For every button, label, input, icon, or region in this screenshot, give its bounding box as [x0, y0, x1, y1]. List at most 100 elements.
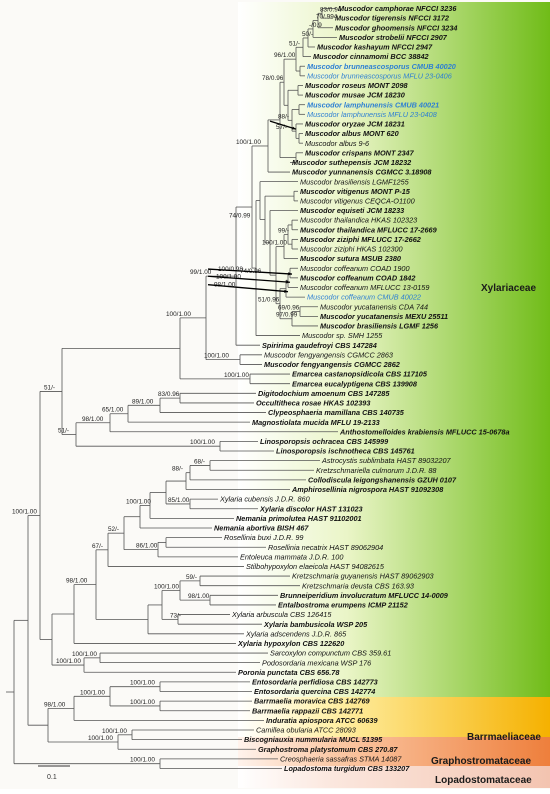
family-band-xylariaceae [238, 2, 550, 697]
taxon-label: Muscodor vitigenus MONT P-15 [300, 187, 411, 196]
taxon-label: Nemania abortiva BISH 467 [214, 524, 309, 533]
support-value: 100/1.00 [154, 584, 179, 591]
support-value: 78/0.96 [262, 75, 284, 82]
taxon-label: Graphostroma platystomum CBS 270.87 [258, 745, 398, 754]
support-value: 51/0.96 [258, 297, 280, 304]
support-value: 88/- [278, 113, 289, 120]
support-value: 100/1.00 [130, 680, 155, 687]
taxon-label: Xylaria cubensis J.D.R. 860 [219, 495, 310, 504]
taxon-label: Xylaria hypoxylon CBS 122620 [237, 639, 344, 648]
support-value: 100/1.00 [130, 757, 155, 764]
support-value: 73/- [170, 612, 181, 619]
taxon-label: Barrmaelia moravica CBS 142769 [254, 697, 371, 706]
support-value: 98/1.00 [66, 578, 88, 585]
taxon-label: Amphirosellinia nigrospora HAST 91092308 [291, 485, 444, 494]
support-value: 96/1.00 [274, 52, 296, 59]
taxon-label: Kretzschmaria guyanensis HAST 89062903 [292, 572, 434, 581]
taxon-label: Muscodor brasiliensis LGMF1255 [300, 177, 410, 186]
support-value: 70/.994 [316, 14, 338, 21]
taxon-label: Muscodor roseus MONT 2098 [305, 81, 409, 90]
taxon-label: Xylaria adscendens J.D.R. 865 [245, 629, 347, 638]
family-band-graphostromataceae [238, 737, 550, 766]
family-label-lopadostomataceae: Lopadostomataceae [435, 775, 532, 786]
support-value: 100/1.00 [126, 498, 151, 505]
support-value: 100/1.00 [166, 311, 191, 318]
support-value: 100/1.00 [56, 658, 81, 665]
taxon-label: Occultitheca rosae HKAS 102393 [256, 399, 370, 408]
support-value: 100/1.00 [236, 139, 261, 146]
taxon-label: Muscodor tigerensis NFCCI 3172 [335, 14, 449, 23]
support-value: 98/1.00 [188, 593, 210, 600]
support-value: 74/0.99 [229, 212, 251, 219]
support-value: 98/1.00 [214, 282, 236, 289]
support-value: 51/- [58, 427, 69, 434]
taxon-label: Lopadostoma turgidum CBS 133207 [284, 764, 410, 773]
taxon-label: Muscodor sutura MSUB 2380 [300, 254, 401, 263]
taxon-label: Muscodor coffeanum COAD 1900 [300, 264, 410, 273]
taxon-label: Digitodochium amoenum CBS 147285 [258, 389, 390, 398]
taxon-label: Nemania primolutea HAST 91102001 [236, 514, 362, 523]
taxon-label: Muscodor albus 9-6 [305, 139, 370, 148]
annotation-arrowhead [284, 289, 288, 293]
annotation-arrowhead [288, 272, 292, 276]
support-value: 100/1.00 [72, 651, 97, 658]
family-band-lopadostomataceae [238, 766, 550, 788]
taxon-label: Emarcea eucalyptigena CBS 139908 [292, 379, 418, 388]
support-values: 83/0.9470/.994-/0.950/-51/-96/1.0057/-88… [12, 6, 342, 763]
support-value: 88/- [172, 466, 183, 473]
taxon-label: Biscogniauxia nummularia MUCL 51395 [244, 735, 383, 744]
support-value: 57/- [276, 124, 287, 131]
taxon-label: Emarcea castanopsidicola CBS 117105 [292, 370, 428, 379]
taxon-label: Muscodor brasiliensis LGMF 1256 [320, 322, 439, 331]
taxon-label: Muscodor coffeanum COAD 1842 [300, 273, 415, 282]
taxon-label: Muscodor camphorae NFCCI 3236 [338, 4, 457, 13]
support-value: 99/- [278, 228, 289, 235]
taxon-label: Kretzschmariella culmorum J.D.R. 88 [316, 466, 437, 475]
taxon-label: Barrmaelia rappazii CBS 142771 [252, 706, 363, 715]
support-value: 100/1.00 [216, 273, 241, 280]
scale-bar-label: 0.1 [47, 774, 57, 781]
taxon-label: Muscodor strobelii NFCCI 2907 [339, 33, 448, 42]
taxon-label: Muscodor yucatanensis CDA 744 [320, 302, 428, 311]
support-value: 59/- [186, 574, 197, 581]
support-value: 51/- [44, 384, 55, 391]
taxon-label: Xylaria bambusicola WSP 205 [263, 620, 368, 629]
support-value: 65/1.00 [102, 407, 124, 414]
family-label-barrmaeliaceae: Barrmaeliaceae [467, 732, 541, 743]
taxon-label: Muscodor brunneascosporus MFLU 23-0406 [307, 71, 453, 80]
taxon-label: Anthostomelloides krabiensis MFLUCC 15-0… [339, 427, 510, 436]
support-value: 100/1.00 [224, 372, 249, 379]
taxon-label: Xylaria discolor HAST 131023 [259, 504, 363, 513]
taxon-label: Muscodor sp. SMH 1255 [302, 331, 383, 340]
support-value: 100/1.00 [12, 508, 37, 515]
support-value: 100/1.00 [262, 240, 287, 247]
taxon-label: Muscodor coffeanum CMUB 40022 [307, 293, 421, 302]
taxon-label: Entosordaria quercina CBS 142774 [254, 687, 375, 696]
support-value: 100/1.00 [102, 728, 127, 735]
support-value: 100/1.00 [88, 735, 113, 742]
taxon-label: Spiririma gaudefroyi CBS 147284 [262, 341, 377, 350]
support-value: 97/0.99 [276, 312, 298, 319]
taxon-label: Muscodor ziziphi MFLUCC 17-2662 [300, 235, 421, 244]
taxon-label: Muscodor cinnamomi BCC 38842 [313, 52, 429, 61]
support-value: 89/1.00 [132, 398, 154, 405]
annotation-arrowhead [286, 280, 290, 284]
taxon-label: Entosordaria perfidiosa CBS 142773 [252, 678, 378, 687]
taxon-label: Linosporopsis ischnotheca CBS 145761 [276, 447, 415, 456]
taxon-label: Muscodor ziziphi HKAS 102300 [300, 245, 403, 254]
family-label-graphostromataceae: Graphostromataceae [431, 756, 531, 767]
annotation-arrows [207, 120, 297, 293]
taxon-label: Muscodor vitigenus CEQCA-O1100 [300, 197, 415, 206]
taxon-label: Stilbohypoxylon elaeicola HAST 94082615 [246, 562, 385, 571]
taxon-label: Muscodor thailandica MFLUCC 17-2669 [300, 225, 438, 234]
taxon-label: Muscodor yunnanensis CGMCC 3.18908 [292, 168, 432, 177]
taxon-label: Poronia punctata CBS 656.78 [238, 668, 340, 677]
support-value: 67/- [92, 543, 103, 550]
annotation-arrow [207, 284, 289, 293]
support-value: 100/1.00 [80, 689, 105, 696]
family-label-xylariaceae: Xylariaceae [481, 283, 536, 294]
support-value: 51/- [289, 40, 300, 47]
